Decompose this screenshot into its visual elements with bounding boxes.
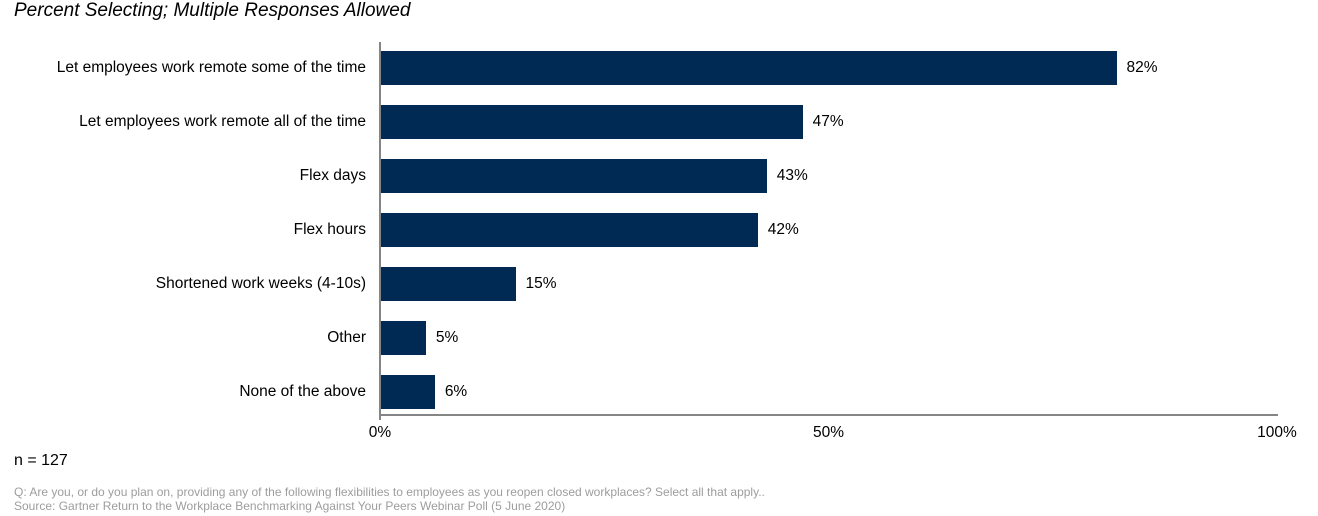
bar-value-label: 42% xyxy=(767,221,799,238)
bar-value-label: 82% xyxy=(1126,59,1158,76)
category-label: None of the above xyxy=(239,383,366,400)
question-footnote: Q: Are you, or do you plan on, providing… xyxy=(14,485,765,499)
chart-title: Percent Selecting; Multiple Responses Al… xyxy=(14,0,411,21)
category-label: Other xyxy=(327,329,366,346)
x-axis-tick-zero xyxy=(379,416,381,420)
sample-size-label: n = 127 xyxy=(14,452,68,469)
x-axis-line xyxy=(379,414,1278,416)
bar xyxy=(381,51,1117,85)
bar xyxy=(381,267,516,301)
bar-value-label: 15% xyxy=(525,275,557,292)
category-label: Let employees work remote some of the ti… xyxy=(56,59,366,76)
bar xyxy=(381,213,758,247)
category-label: Flex hours xyxy=(293,221,366,238)
bar xyxy=(381,375,435,409)
bar xyxy=(381,321,426,355)
category-label: Flex days xyxy=(299,167,366,184)
bar xyxy=(381,105,803,139)
x-axis-tick-label: 100% xyxy=(1257,424,1297,441)
x-axis-tick-label: 0% xyxy=(368,424,392,441)
bar-value-label: 43% xyxy=(776,167,808,184)
bar-value-label: 6% xyxy=(444,383,468,400)
category-label: Shortened work weeks (4-10s) xyxy=(155,275,366,292)
source-footnote: Source: Gartner Return to the Workplace … xyxy=(14,499,566,513)
bar xyxy=(381,159,767,193)
bar-value-label: 47% xyxy=(812,113,844,130)
bar-value-label: 5% xyxy=(435,329,459,346)
x-axis-tick-label: 50% xyxy=(812,424,845,441)
category-label: Let employees work remote all of the tim… xyxy=(79,113,366,130)
y-axis-line xyxy=(379,42,381,416)
